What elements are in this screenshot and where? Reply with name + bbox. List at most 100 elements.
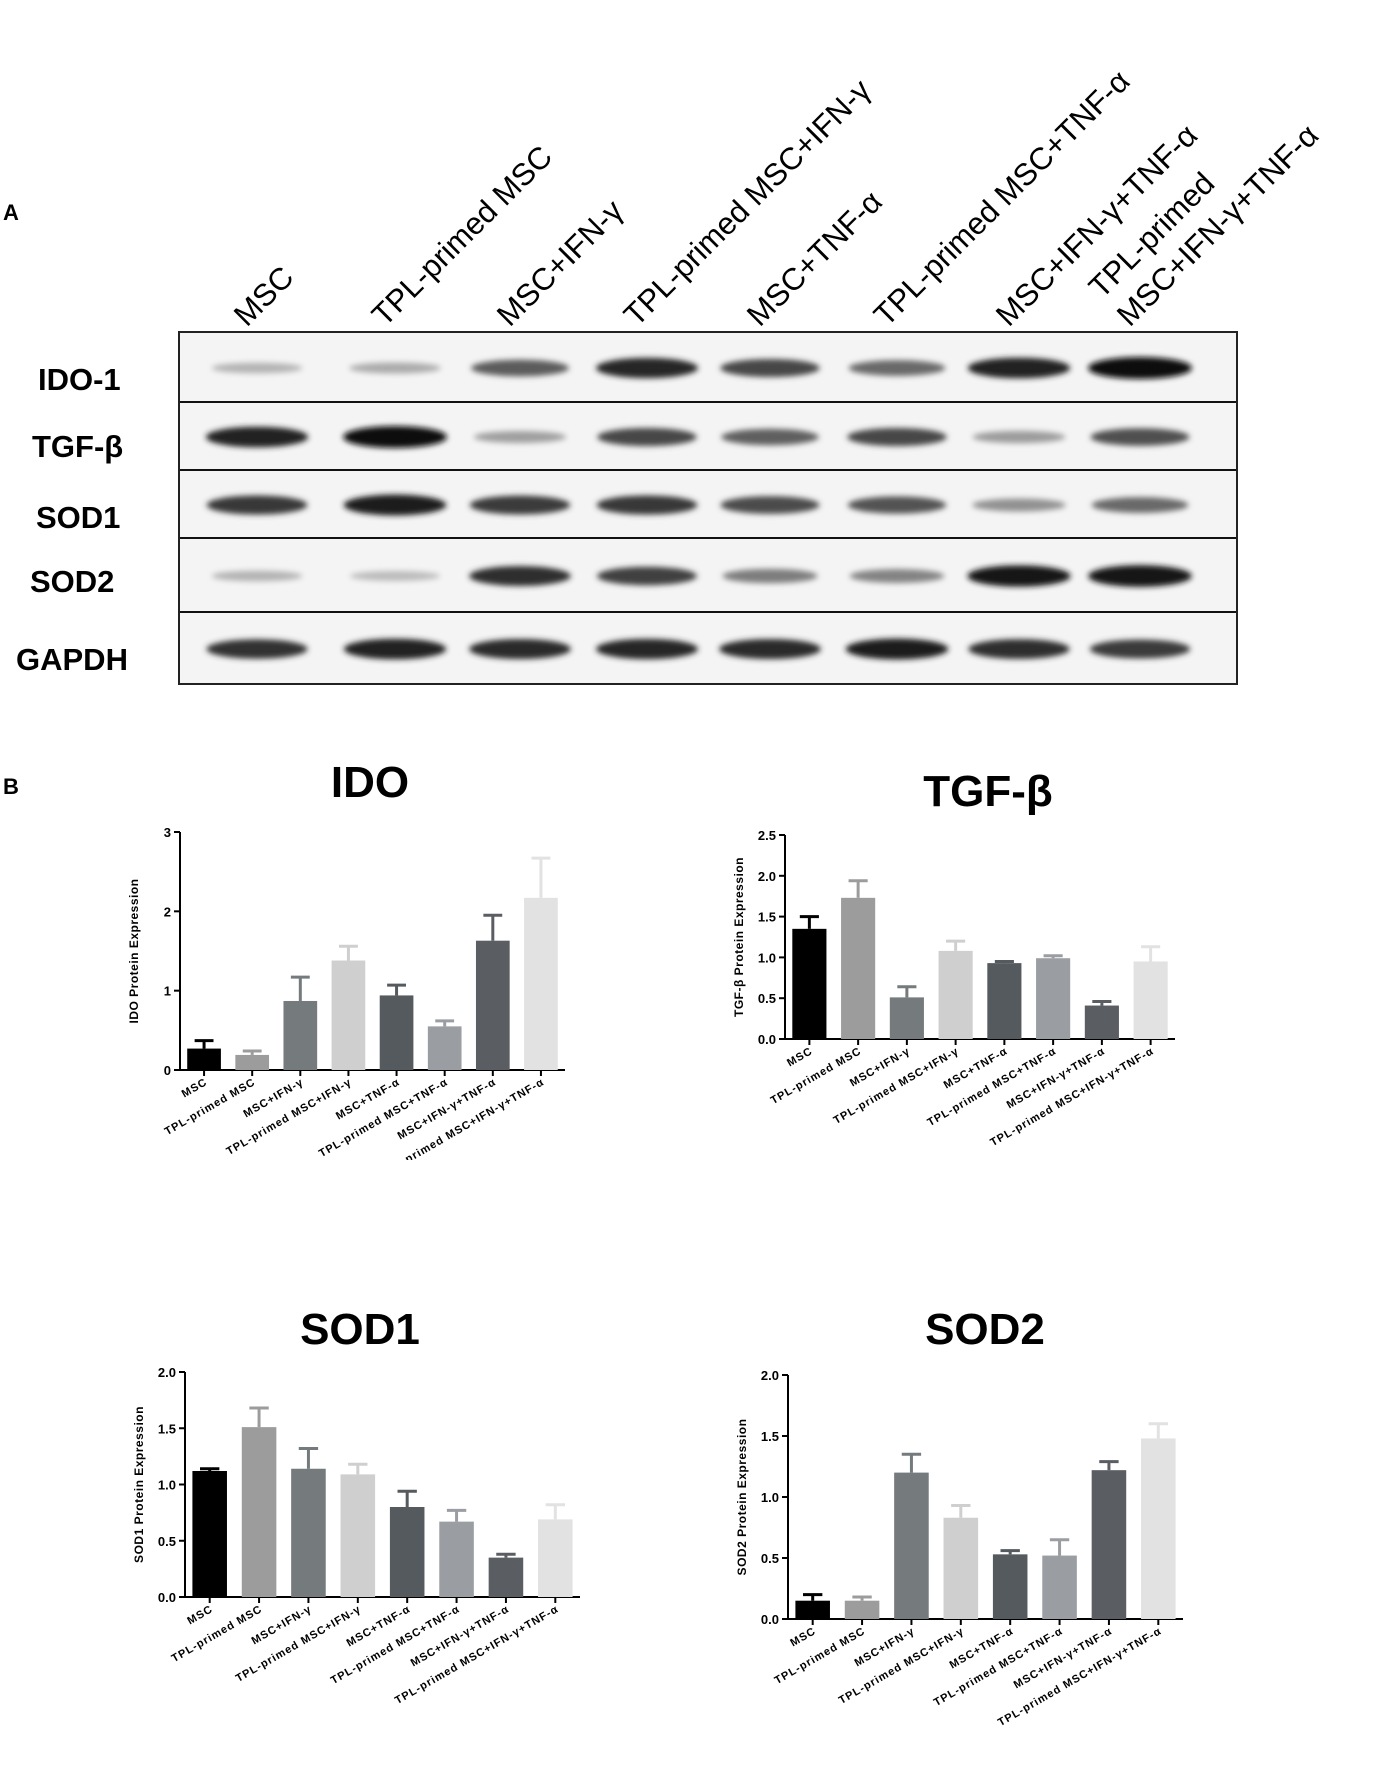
row-label: TGF-β	[32, 429, 124, 464]
blot-band	[206, 495, 308, 515]
y-tick-label: 3	[164, 825, 171, 840]
chart-title: TGF-β	[923, 767, 1053, 816]
blot-band	[473, 431, 567, 443]
blot-band	[206, 639, 308, 659]
bar	[1042, 1555, 1077, 1619]
y-tick-label: 2.0	[758, 869, 776, 884]
blot-strip	[180, 613, 1236, 683]
bar	[379, 995, 414, 1070]
blot-band	[1091, 497, 1189, 513]
bar	[792, 928, 827, 1039]
chart-svg: 0.0 0.5 1.0 1.5 2.0 SOD2 Protein Expression MS…	[735, 1368, 1183, 1729]
blot-band	[469, 495, 571, 515]
panel-b-label: B	[3, 774, 19, 799]
y-tick-label: 2	[164, 904, 171, 919]
lane-label: MSC	[227, 259, 301, 333]
blot-band	[205, 426, 309, 448]
blot-band	[349, 362, 441, 374]
y-tick-label: 0.5	[761, 1551, 779, 1566]
blot-band	[720, 496, 820, 514]
y-tick-label: 0	[164, 1063, 171, 1078]
bar	[894, 1472, 929, 1619]
x-tick-label: MSC	[785, 1045, 815, 1069]
blot-band	[343, 494, 447, 516]
x-tick-label: MSC	[185, 1603, 215, 1627]
blot-band	[595, 638, 699, 660]
blot-band	[968, 639, 1070, 659]
blot-band	[972, 430, 1066, 444]
y-tick-label: 2.5	[758, 828, 776, 843]
blot-band	[972, 498, 1066, 512]
bar	[475, 940, 510, 1070]
bar	[987, 963, 1022, 1039]
y-tick-label: 2.0	[761, 1368, 779, 1383]
bar	[427, 1026, 462, 1070]
y-tick-label: 1.5	[158, 1421, 176, 1436]
blot-strip	[180, 333, 1236, 403]
y-tick-label: 0.5	[758, 991, 776, 1006]
blot-band	[211, 570, 303, 582]
bar	[943, 1517, 979, 1619]
western-blot-panel: MSC TPL-primed MSC MSC+IFN-γ TPL-primed MSC…	[0, 0, 1400, 700]
blot-band	[722, 568, 818, 584]
bar	[795, 1600, 830, 1619]
x-tick-label: TPL-primed MSC	[163, 1076, 258, 1138]
y-tick-label: 2.0	[158, 1365, 176, 1380]
bar	[938, 950, 973, 1039]
y-tick-label: 1.0	[158, 1478, 176, 1493]
chart-title: SOD2	[925, 1305, 1045, 1354]
blot-band	[967, 565, 1071, 587]
blot-band	[349, 571, 441, 581]
bar	[1084, 1005, 1119, 1039]
row-label: SOD1	[36, 500, 121, 535]
chart-title: SOD1	[300, 1305, 420, 1354]
bar	[235, 1054, 270, 1070]
bar	[841, 897, 876, 1039]
bar	[1036, 958, 1071, 1039]
bar	[389, 1507, 425, 1597]
bar	[1091, 1470, 1127, 1619]
bar	[241, 1427, 277, 1597]
bar-chart-0: IDO 0 1 2 3 IDO Protein Expression MSC TPL-prim…	[120, 758, 640, 1160]
bar	[439, 1521, 474, 1597]
blot-band	[469, 566, 571, 586]
blot-band	[1089, 639, 1191, 659]
bar	[1133, 961, 1168, 1039]
chart-svg: 0.0 0.5 1.0 1.5 2.0 2.5 TGF-β Protein Expressi…	[732, 828, 1175, 1149]
blot-band	[845, 638, 949, 660]
y-axis-label: SOD1 Protein Expression	[132, 1406, 146, 1563]
bar	[488, 1557, 524, 1597]
lane-label: TPL-primed MSC+IFN-γ	[617, 72, 878, 333]
x-tick-label: MSC	[180, 1076, 210, 1100]
blot-band	[721, 428, 819, 446]
bar	[524, 897, 558, 1070]
blot-band	[597, 427, 697, 447]
blot-strip	[180, 471, 1236, 539]
row-label: SOD2	[30, 564, 115, 599]
blot-band	[343, 426, 447, 448]
bar	[992, 1554, 1028, 1619]
bar	[340, 1474, 376, 1597]
y-tick-label: 1.0	[761, 1490, 779, 1505]
blot-band	[596, 495, 698, 515]
blot-image	[178, 331, 1238, 685]
bar-chart-3: SOD2 0.0 0.5 1.0 1.5 2.0 SOD2 Protein Expressi…	[690, 1305, 1210, 1786]
chart-title: IDO	[330, 758, 410, 807]
bar	[187, 1048, 221, 1070]
blot-band	[848, 360, 946, 376]
bar	[331, 960, 366, 1070]
x-tick-label: TPL-primed MSC+IFN-γ+TNF-α	[379, 1076, 547, 1160]
x-tick-label: TPL-primed MSC	[769, 1045, 864, 1107]
chart-svg: 0.0 0.5 1.0 1.5 2.0 SOD1 Protein Expression MS…	[132, 1365, 580, 1707]
blot-strip	[180, 539, 1236, 613]
panel-a-label: A	[3, 200, 19, 225]
y-tick-label: 0.0	[758, 1032, 776, 1047]
y-tick-label: 0.0	[761, 1612, 779, 1627]
bar	[192, 1471, 227, 1597]
blot-band	[595, 357, 699, 379]
x-tick-label: TPL-primed MSC	[170, 1603, 265, 1665]
bar	[283, 1000, 318, 1070]
blot-band	[847, 427, 947, 447]
y-axis-label: IDO Protein Expression	[127, 878, 141, 1023]
